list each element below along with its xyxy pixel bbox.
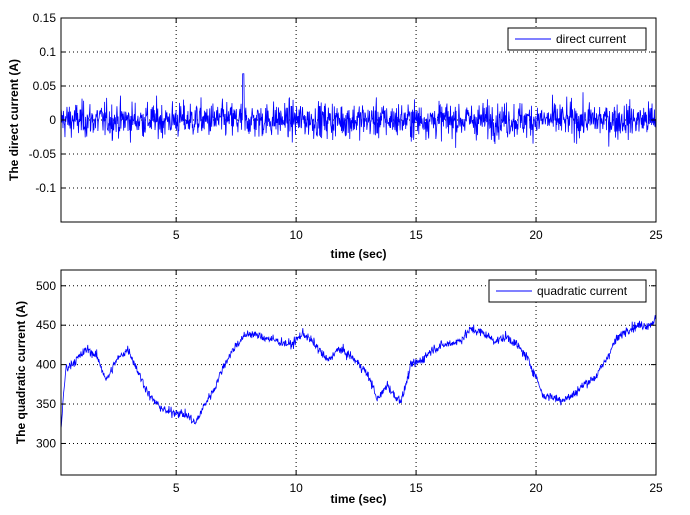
y-tick-label: 0.15	[33, 11, 57, 25]
y-tick-label: 0	[49, 113, 56, 127]
y-tick-label: -0.05	[29, 147, 57, 161]
x-tick-label: 5	[173, 228, 180, 242]
x-tick-label: 20	[529, 481, 543, 495]
plot-area	[61, 270, 656, 475]
legend-label: quadratic current	[537, 284, 628, 298]
y-tick-label: 400	[36, 358, 56, 372]
y-tick-label: 350	[36, 397, 56, 411]
y-tick-label: 450	[36, 318, 56, 332]
y-axis-label: The direct current (A)	[7, 59, 21, 181]
x-tick-label: 15	[409, 228, 423, 242]
series-line	[61, 315, 656, 429]
x-tick-label: 20	[529, 228, 543, 242]
y-axis-label: The quadratic current (A)	[14, 301, 28, 444]
x-tick-label: 25	[649, 228, 663, 242]
x-axis-label: time (sec)	[330, 247, 386, 261]
y-tick-label: 500	[36, 279, 56, 293]
x-tick-label: 5	[173, 481, 180, 495]
legend-box	[507, 27, 647, 51]
legend: quadratic current	[488, 279, 647, 303]
legend-box	[488, 279, 647, 303]
x-tick-label: 10	[289, 228, 303, 242]
axes-box	[60, 269, 657, 476]
x-tick-label: 25	[649, 481, 663, 495]
x-tick-label: 10	[289, 481, 303, 495]
y-tick-label: 0.1	[39, 45, 56, 59]
legend: direct current	[507, 27, 647, 51]
y-tick-label: -0.1	[35, 181, 56, 195]
quadratic-current-chart: 5 10 15 20 25 300 350 400 450 500 time (sec) The qu…	[14, 269, 663, 506]
direct-current-chart: 5 10 15 20 25 -0.1 -0.05 0 0.05 0.1 0.15 time (sec)…	[7, 11, 663, 261]
x-tick-label: 15	[409, 481, 423, 495]
series-line	[61, 73, 656, 148]
y-tick-label: 0.05	[33, 79, 57, 93]
y-tick-label: 300	[36, 436, 56, 450]
x-axis-label: time (sec)	[330, 492, 386, 506]
legend-label: direct current	[556, 32, 627, 46]
